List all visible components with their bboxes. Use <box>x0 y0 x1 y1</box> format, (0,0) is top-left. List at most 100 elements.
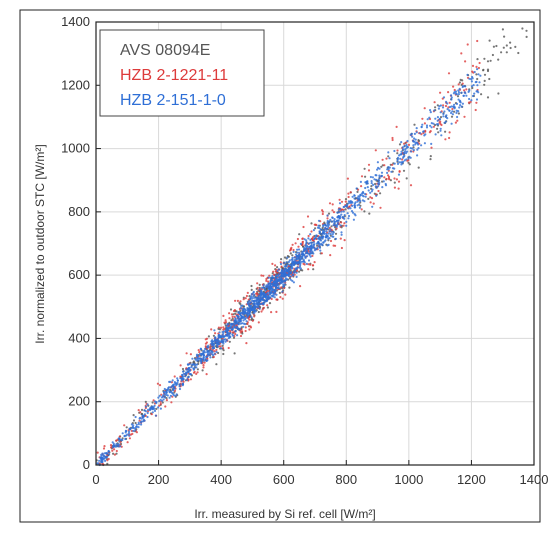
data-point <box>327 232 330 235</box>
data-point <box>296 237 299 241</box>
data-point <box>246 311 249 314</box>
data-point <box>224 319 227 322</box>
data-point <box>113 453 116 456</box>
data-point <box>434 106 437 109</box>
data-point <box>477 73 480 76</box>
data-point <box>192 360 195 363</box>
data-point <box>195 372 198 375</box>
data-point <box>230 319 233 322</box>
data-point <box>509 46 512 50</box>
data-point <box>263 291 266 295</box>
data-point <box>450 94 453 97</box>
data-point <box>253 305 256 308</box>
data-point <box>242 322 245 325</box>
data-point <box>315 247 318 250</box>
data-point <box>267 295 270 298</box>
data-point <box>309 252 313 255</box>
data-point <box>391 138 394 142</box>
data-point <box>146 411 149 415</box>
data-point <box>420 125 423 128</box>
data-point <box>411 135 414 138</box>
data-point <box>274 287 278 290</box>
data-point <box>342 205 345 209</box>
data-point <box>305 239 308 242</box>
data-point <box>307 234 310 238</box>
data-point <box>231 334 235 337</box>
data-point <box>276 282 279 286</box>
y-axis-label: Irr. normalized to outdoor STC [W/m²] <box>33 144 47 343</box>
data-point <box>458 106 461 109</box>
data-point <box>283 262 286 265</box>
data-point <box>328 226 331 230</box>
data-point <box>235 326 238 329</box>
data-point <box>435 123 438 126</box>
data-point <box>257 294 260 297</box>
data-point <box>154 400 157 403</box>
data-point <box>237 328 240 331</box>
data-point <box>298 270 301 273</box>
data-point <box>327 212 331 215</box>
data-point <box>465 94 468 97</box>
data-point <box>502 46 505 49</box>
data-point <box>450 105 453 108</box>
data-point <box>263 287 266 290</box>
data-point <box>357 188 360 191</box>
data-point <box>311 236 315 239</box>
data-point <box>340 210 343 213</box>
data-point <box>347 217 350 220</box>
data-point <box>277 273 280 277</box>
data-point <box>343 222 346 225</box>
data-point <box>322 225 325 228</box>
data-point <box>131 425 134 428</box>
data-point <box>280 277 283 280</box>
data-point <box>305 262 308 265</box>
data-point <box>157 406 160 409</box>
data-point <box>356 204 359 207</box>
data-point <box>219 345 222 348</box>
data-point <box>202 356 205 359</box>
data-point <box>341 216 344 219</box>
data-point <box>460 91 463 94</box>
data-point <box>276 298 279 301</box>
data-point <box>391 136 394 140</box>
data-point <box>139 411 142 414</box>
data-point <box>453 110 456 113</box>
data-point <box>450 111 453 115</box>
data-point <box>340 200 344 203</box>
y-tick-label: 0 <box>83 457 90 472</box>
data-point <box>501 28 504 31</box>
data-point <box>117 443 120 446</box>
data-point <box>256 296 259 299</box>
data-point <box>387 155 390 158</box>
data-point <box>474 108 477 112</box>
data-point <box>344 200 347 203</box>
data-point <box>364 195 367 198</box>
data-point <box>429 111 432 114</box>
data-point <box>255 299 258 302</box>
data-point <box>278 276 281 279</box>
data-point <box>471 64 475 67</box>
data-point <box>244 297 247 300</box>
data-point <box>495 44 498 48</box>
data-point <box>264 300 267 303</box>
data-point <box>326 244 329 247</box>
data-point <box>288 272 291 275</box>
data-point <box>480 93 483 96</box>
data-point <box>134 415 137 419</box>
data-point <box>375 186 378 189</box>
data-point <box>387 174 390 177</box>
data-point <box>297 248 301 251</box>
y-tick-label: 400 <box>68 330 90 345</box>
data-point <box>401 146 404 149</box>
y-tick-label: 600 <box>68 267 90 282</box>
data-point <box>457 91 461 94</box>
data-point <box>491 53 494 57</box>
data-point <box>463 89 466 92</box>
data-point <box>234 318 237 321</box>
data-point <box>313 249 316 252</box>
data-point <box>253 303 256 306</box>
data-point <box>172 388 175 391</box>
data-point <box>277 268 280 271</box>
data-point <box>405 143 408 146</box>
data-point <box>340 213 343 216</box>
